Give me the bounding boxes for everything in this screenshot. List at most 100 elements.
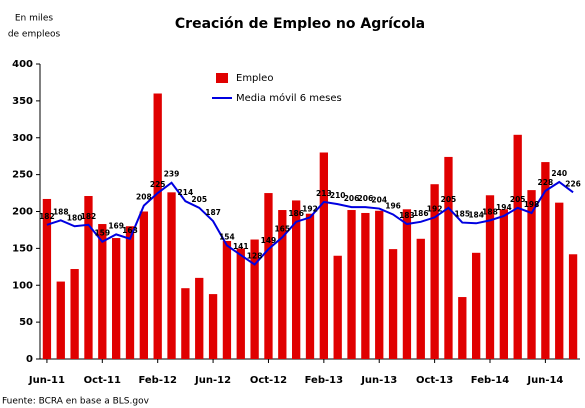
data-label: 204 <box>371 196 387 205</box>
data-label: 192 <box>302 204 318 213</box>
x-tick-label: Feb-14 <box>471 375 509 386</box>
y-tick-label: 250 <box>12 170 33 181</box>
y-tick-label: 0 <box>26 354 33 365</box>
bar <box>208 294 218 359</box>
data-label: 228 <box>538 178 554 187</box>
bar <box>513 134 522 359</box>
data-label: 159 <box>94 229 110 238</box>
bar <box>56 281 65 359</box>
bar <box>222 241 232 359</box>
data-label: 213 <box>316 189 332 198</box>
bar <box>347 210 356 359</box>
data-label: 163 <box>122 226 138 235</box>
bar <box>112 238 121 359</box>
bar <box>167 192 176 359</box>
data-label: 183 <box>399 211 415 220</box>
bar <box>84 196 93 359</box>
data-label: 196 <box>385 201 401 210</box>
data-label: 154 <box>219 232 235 241</box>
y-tick-label: 50 <box>19 317 33 328</box>
data-label: 141 <box>233 242 249 251</box>
bar <box>139 211 148 359</box>
source-note: Fuente: BCRA en base a BLS.gov <box>2 397 150 407</box>
bar <box>402 209 412 359</box>
data-label: 165 <box>274 224 290 233</box>
legend-label: Media móvil 6 meses <box>236 92 342 104</box>
data-label: 188 <box>53 207 69 216</box>
x-tick-label: Jun-11 <box>28 375 65 386</box>
bar <box>195 277 204 359</box>
y-tick-label: 400 <box>12 59 33 70</box>
bar <box>555 202 564 359</box>
data-label: 226 <box>565 179 581 188</box>
data-label: 205 <box>191 195 207 204</box>
y-tick-label: 100 <box>12 280 33 291</box>
bar <box>430 184 439 359</box>
data-label: 180 <box>67 213 83 222</box>
data-label: 182 <box>39 212 55 221</box>
bar <box>499 209 508 359</box>
x-tick-label: Oct-11 <box>84 375 121 386</box>
data-label: 214 <box>178 188 194 197</box>
bar <box>472 252 481 359</box>
bar <box>278 210 287 359</box>
y-tick-label: 350 <box>12 96 33 107</box>
bar <box>568 254 578 359</box>
y-tick-label: 150 <box>12 243 33 254</box>
data-label: 184 <box>468 210 484 219</box>
bar <box>250 239 259 359</box>
bar <box>70 269 79 359</box>
y-axis-label: de empleos <box>8 30 61 40</box>
x-tick-label: Jun-12 <box>194 375 231 386</box>
data-label: 187 <box>205 208 221 217</box>
data-label: 186 <box>288 209 304 218</box>
data-label: 185 <box>454 210 470 219</box>
data-label: 188 <box>482 207 498 216</box>
bar <box>98 224 107 359</box>
legend-label: Empleo <box>236 73 273 84</box>
bar <box>42 198 52 359</box>
data-label: 210 <box>330 191 346 200</box>
bar <box>458 297 467 359</box>
bar <box>375 210 384 359</box>
bar <box>527 190 536 359</box>
data-label: 239 <box>164 170 180 179</box>
x-tick-label: Jun-14 <box>526 375 563 386</box>
bar <box>333 255 342 359</box>
bar <box>416 238 425 359</box>
bar <box>292 200 301 359</box>
bar <box>444 156 453 359</box>
y-axis-label: En miles <box>15 14 54 24</box>
data-label: 206 <box>358 194 374 203</box>
chart-title: Creación de Empleo no Agrícola <box>175 16 425 32</box>
bar <box>125 226 135 359</box>
data-label: 208 <box>136 193 152 202</box>
data-label: 205 <box>441 195 457 204</box>
y-tick-label: 300 <box>12 133 33 144</box>
bar <box>181 288 190 359</box>
data-label: 198 <box>524 200 540 209</box>
data-label: 128 <box>247 252 263 261</box>
data-label: 192 <box>427 204 443 213</box>
bar <box>153 93 162 359</box>
bar <box>388 249 398 359</box>
data-label: 186 <box>413 209 429 218</box>
bar <box>264 193 273 359</box>
data-label: 240 <box>551 169 567 178</box>
x-tick-label: Feb-13 <box>305 375 343 386</box>
bar <box>319 152 328 359</box>
x-tick-label: Jun-13 <box>360 375 397 386</box>
data-label: 206 <box>344 194 360 203</box>
bar <box>485 195 495 359</box>
data-label: 149 <box>261 236 277 245</box>
x-tick-label: Feb-12 <box>138 375 176 386</box>
y-tick-label: 200 <box>12 207 33 218</box>
data-label: 194 <box>496 203 512 212</box>
bar <box>305 213 315 359</box>
bar <box>541 162 550 359</box>
data-label: 169 <box>108 221 124 230</box>
legend-swatch <box>216 73 228 83</box>
bar <box>236 248 245 359</box>
moving-average-line <box>46 180 574 266</box>
